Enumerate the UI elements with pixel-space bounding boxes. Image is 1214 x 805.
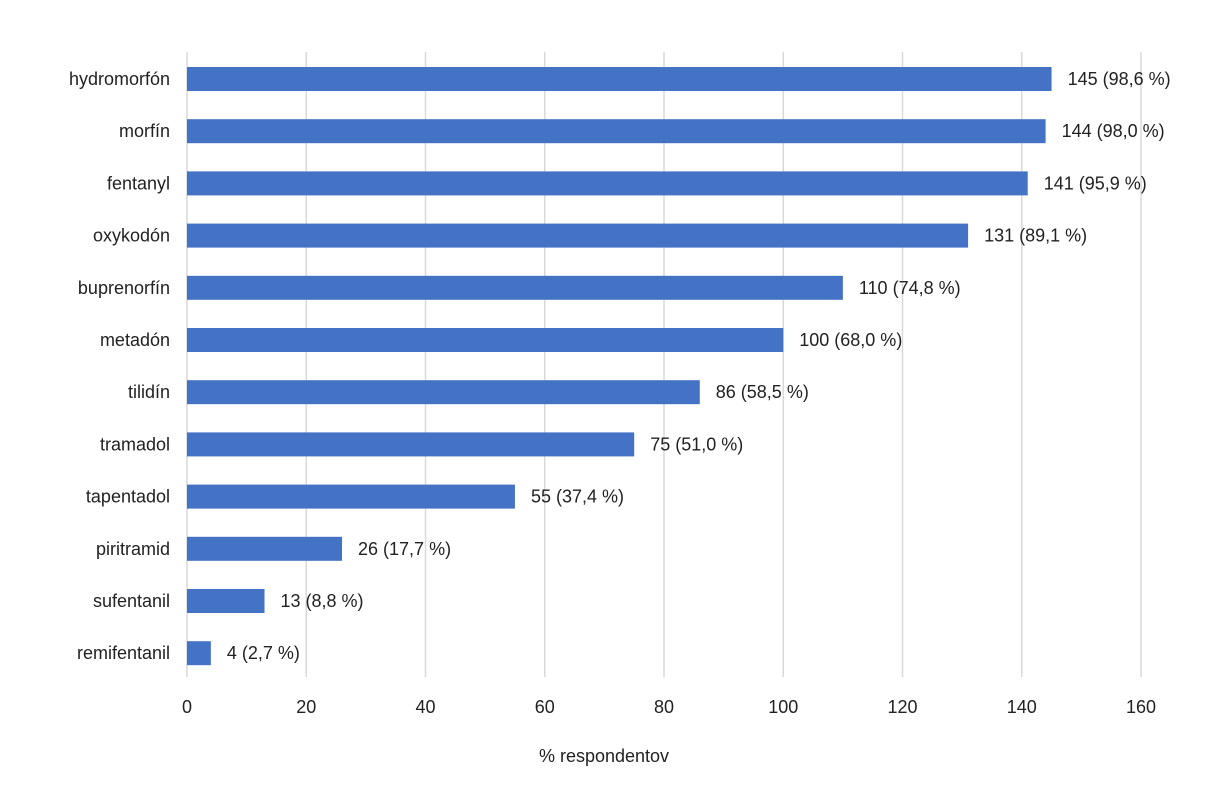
- data-label: 144 (98,0 %): [1062, 121, 1165, 141]
- data-labels: 145 (98,6 %) 144 (98,0 %) 141 (95,9 %) 131 …: [227, 69, 1171, 663]
- x-axis-title: % respondentov: [539, 746, 669, 766]
- x-tick-label: 100: [768, 697, 798, 717]
- bar: [187, 536, 343, 561]
- x-tick-label: 40: [415, 697, 435, 717]
- category-label: remifentanil: [77, 643, 170, 663]
- x-tick-label: 80: [654, 697, 674, 717]
- bar: [187, 223, 969, 248]
- bar: [187, 119, 1046, 144]
- data-label: 13 (8,8 %): [281, 591, 364, 611]
- x-tick-label: 160: [1126, 697, 1156, 717]
- x-tick-label: 120: [887, 697, 917, 717]
- bar: [187, 432, 635, 457]
- data-label: 145 (98,6 %): [1068, 69, 1171, 89]
- gridlines: [186, 52, 1142, 677]
- data-label: 55 (37,4 %): [531, 487, 624, 507]
- data-label: 131 (89,1 %): [984, 226, 1087, 246]
- bars: [187, 67, 1052, 666]
- category-label: hydromorfón: [69, 69, 170, 89]
- x-tick-label: 60: [535, 697, 555, 717]
- bar: [187, 589, 265, 613]
- data-label: 26 (17,7 %): [358, 539, 451, 559]
- category-label: sufentanil: [93, 591, 170, 611]
- category-label: buprenorfín: [78, 278, 170, 298]
- data-label: 141 (95,9 %): [1044, 173, 1147, 193]
- bar: [187, 484, 515, 509]
- bar: [187, 275, 843, 300]
- bar: [187, 67, 1052, 91]
- category-label: tramadol: [100, 434, 170, 454]
- x-axis-ticks: 0 20 40 60 80 100 120 140 160: [182, 697, 1156, 717]
- category-labels: hydromorfón morfín fentanyl oxykodón bupreno…: [69, 69, 170, 663]
- category-label: piritramid: [96, 539, 170, 559]
- bar: [187, 641, 211, 666]
- x-tick-label: 140: [1007, 697, 1037, 717]
- category-label: tapentadol: [86, 487, 170, 507]
- data-label: 110 (74,8 %): [859, 278, 961, 298]
- category-label: oxykodón: [93, 226, 170, 246]
- category-label: fentanyl: [107, 173, 170, 193]
- bar: [187, 380, 700, 405]
- data-label: 75 (51,0 %): [650, 434, 743, 454]
- category-label: metadón: [100, 330, 170, 350]
- x-tick-label: 20: [296, 697, 316, 717]
- category-label: tilidín: [128, 382, 170, 402]
- category-label: morfín: [119, 121, 170, 141]
- data-label: 4 (2,7 %): [227, 643, 300, 663]
- data-label: 100 (68,0 %): [799, 330, 902, 350]
- bar: [187, 328, 784, 352]
- bar: [187, 171, 1028, 196]
- data-label: 86 (58,5 %): [716, 382, 809, 402]
- x-tick-label: 0: [182, 697, 192, 717]
